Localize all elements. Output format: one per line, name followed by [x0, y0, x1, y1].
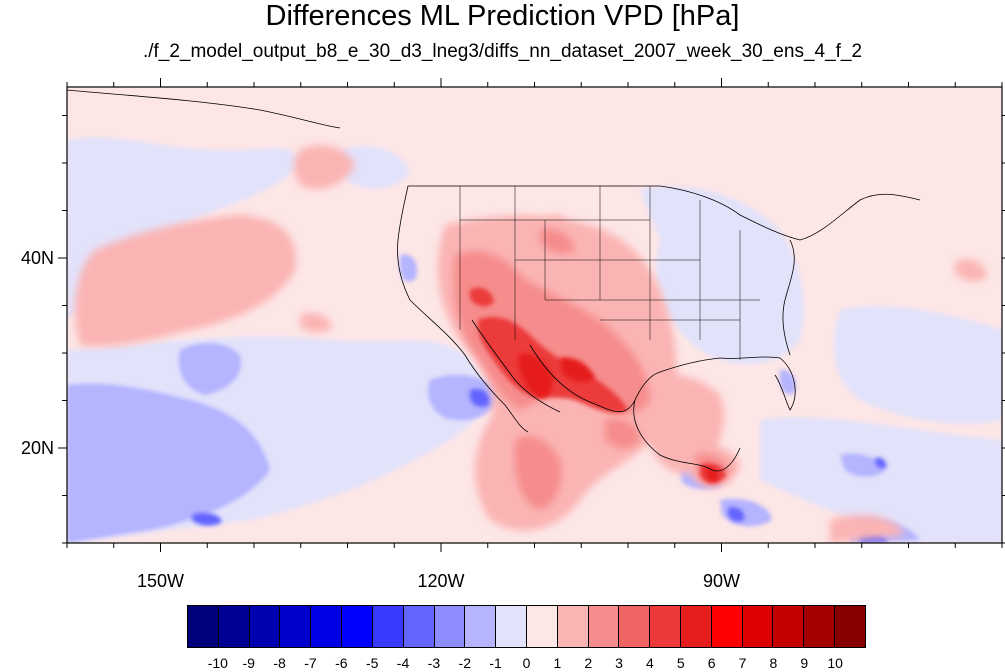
lon-tick-label: 120W	[417, 571, 464, 591]
axis-tick-labels: 150W 120W 90W 40N 20N	[21, 248, 740, 591]
colorbar-swatch	[804, 606, 836, 647]
colorbar-label: 1	[553, 655, 562, 671]
colorbar-swatch	[773, 606, 805, 647]
colorbar-label: 5	[676, 655, 685, 671]
axis-ticks	[58, 78, 1005, 552]
colorbar-swatch	[311, 606, 343, 647]
colorbar-label: -9	[242, 655, 255, 671]
colorbar-swatch	[681, 606, 712, 647]
colorbar-label: -4	[396, 655, 410, 671]
lat-tick-label: 20N	[21, 438, 54, 458]
state-borders	[459, 186, 760, 360]
colorbar-label: -3	[427, 655, 441, 671]
colorbar-swatch	[280, 606, 312, 647]
colorbar-label: 10	[827, 655, 843, 671]
colorbar-label: 0	[522, 655, 531, 671]
lon-tick-label: 150W	[137, 571, 184, 591]
field-layer	[67, 87, 1002, 543]
lat-tick-label: 40N	[21, 248, 54, 268]
colorbar-label: 6	[707, 655, 716, 671]
colorbar-label: -6	[335, 655, 348, 671]
colorbar-swatch	[557, 606, 589, 647]
colorbar-swatch	[403, 606, 435, 647]
colorbar-label: -7	[304, 655, 317, 671]
colorbar-swatch	[496, 606, 527, 647]
map-subtitle: ./f_2_model_output_b8_e_30_d3_lneg3/diff…	[142, 41, 863, 62]
colorbar-swatch	[342, 606, 373, 647]
colorbar-swatch	[434, 606, 466, 647]
colorbar-swatch	[619, 606, 651, 647]
colorbar	[187, 605, 866, 648]
colorbar-swatch	[249, 606, 281, 647]
map-title: Differences ML Prediction VPD [hPa]	[265, 0, 740, 32]
colorbar-label: 4	[646, 655, 654, 671]
colorbar-label: 2	[584, 655, 593, 671]
colorbar-swatch	[188, 606, 219, 647]
colorbar-swatch	[650, 606, 681, 647]
lon-tick-label: 90W	[703, 571, 740, 591]
colorbar-swatch	[526, 606, 558, 647]
coastlines	[67, 89, 921, 472]
colorbar-swatch	[711, 606, 743, 647]
colorbar-label: -1	[489, 655, 502, 671]
colorbar-swatch	[218, 606, 250, 647]
colorbar-swatch	[588, 606, 620, 647]
colorbar-label: -10	[207, 655, 228, 671]
colorbar-label: -5	[365, 655, 379, 671]
colorbar-label: 9	[800, 655, 809, 671]
colorbar-swatch	[742, 606, 774, 647]
colorbar-swatch	[372, 606, 404, 647]
colorbar-label: 3	[615, 655, 623, 671]
colorbar-swatch	[465, 606, 497, 647]
colorbar-label: 7	[738, 655, 747, 671]
colorbar-label: 8	[769, 655, 778, 671]
colorbar-label: -8	[273, 655, 286, 671]
colorbar-label: -2	[458, 655, 471, 671]
colorbar-swatch	[835, 606, 865, 647]
